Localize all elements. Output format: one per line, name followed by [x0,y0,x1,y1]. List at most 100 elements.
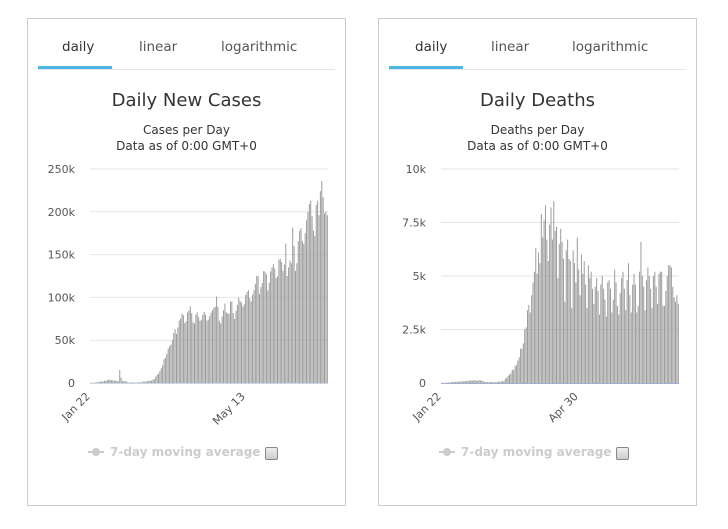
bar [162,365,164,383]
bar [572,250,574,383]
bar [250,301,252,383]
bar [188,310,190,383]
bar [158,373,159,383]
bar [178,320,180,383]
tab-logarithmic[interactable]: logarithmic [572,39,649,55]
bar [267,290,269,383]
tab-linear[interactable]: linear [139,39,178,55]
bar [677,303,679,383]
bar [106,380,108,383]
bar [511,369,513,383]
tab-linear[interactable]: linear [491,39,530,55]
chart-title: Daily Deaths [479,90,596,111]
bar [500,381,502,383]
bar [99,381,101,383]
bar [213,307,215,383]
bar [547,261,549,383]
bar [177,327,179,383]
bar [553,201,555,383]
bar [504,378,506,383]
bar [495,382,497,383]
bar [108,379,110,383]
bar [224,303,226,383]
bar [491,381,492,383]
x-tick-label: Jan 22 [59,390,93,424]
bar [657,303,659,383]
chart-title: Daily New Cases [111,90,262,111]
bar [283,264,285,383]
moving-average-checkbox[interactable] [616,447,629,460]
bar [615,282,617,383]
bar [274,268,276,383]
bar [253,290,255,383]
bar [289,260,291,383]
bar [131,382,133,383]
tab-daily[interactable]: daily [415,39,448,55]
bar [550,207,552,383]
bar [618,314,620,383]
bar [535,248,537,383]
bar [101,381,103,383]
bar [600,284,602,383]
bar [294,270,296,383]
bar [90,382,92,383]
bar [520,348,522,383]
bar [628,263,629,383]
bar [308,204,310,383]
legend-label: 7-day moving average [110,445,261,459]
y-tick-label: 50k [55,334,76,347]
moving-average-checkbox[interactable] [265,447,278,460]
y-tick-label: 200k [48,206,76,219]
tab-logarithmic[interactable]: logarithmic [221,39,298,55]
bar [514,366,516,383]
bar [115,380,117,383]
bar [231,301,233,383]
bar [459,381,461,383]
bar [95,382,97,383]
bar [474,379,476,383]
bar [592,288,594,383]
bar [532,282,534,383]
bar [676,295,678,383]
bar [241,302,243,383]
legend-moving-average[interactable]: 7-day moving average [88,445,260,459]
bar [318,215,320,383]
bar [322,197,324,383]
tab-daily[interactable]: daily [62,39,95,55]
bar [122,381,124,383]
y-tick-label: 7.5k [402,217,426,230]
bar [98,381,100,383]
bar [293,246,295,383]
bar [634,284,636,383]
bar [319,191,321,383]
bar [301,241,303,383]
bar [481,380,483,383]
bar [531,295,533,383]
bar [169,346,171,383]
bar [140,382,141,383]
bar [160,368,162,383]
bar [466,380,468,383]
bar [488,382,490,383]
bar [568,258,570,383]
bar [484,381,486,383]
bar [499,381,501,383]
bar [218,320,220,383]
bar [163,359,165,383]
bar [317,200,319,383]
bar [113,380,115,383]
x-tick-label: Jan 22 [410,390,444,424]
bar [171,340,173,383]
bar [648,276,650,383]
active-tab-indicator [38,66,112,69]
legend-moving-average[interactable]: 7-day moving average [439,445,611,459]
bar [232,312,234,383]
bar [589,278,591,383]
bar [549,224,551,383]
bar [522,343,524,383]
bar [486,381,488,383]
bar [576,237,578,383]
bar [636,312,638,383]
bar [665,290,667,383]
bar [137,382,139,383]
